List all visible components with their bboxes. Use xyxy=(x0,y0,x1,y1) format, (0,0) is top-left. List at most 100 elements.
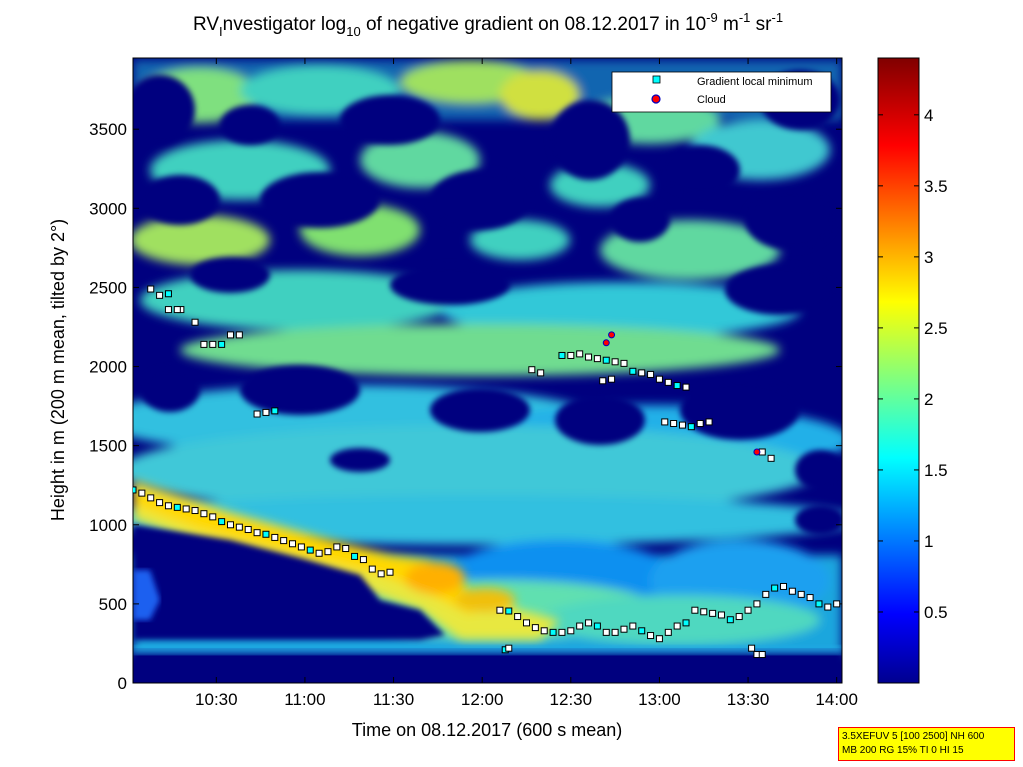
minimum-marker xyxy=(558,628,566,636)
minimum-marker xyxy=(655,375,663,383)
minimum-marker xyxy=(726,616,734,624)
minimum-marker xyxy=(147,494,155,502)
x-tick-label: 11:00 xyxy=(284,690,325,709)
minimum-marker xyxy=(696,420,704,428)
minimum-marker xyxy=(567,351,575,359)
minimum-marker xyxy=(306,546,314,554)
x-tick-label: 14:00 xyxy=(815,690,858,709)
minimum-marker xyxy=(780,582,788,590)
heatmap-field xyxy=(133,58,842,683)
y-tick-label: 3000 xyxy=(89,199,127,218)
minimum-marker xyxy=(762,590,770,598)
minimum-marker xyxy=(576,622,584,630)
legend-label-minimum: Gradient local minimum xyxy=(697,76,813,88)
minimum-marker xyxy=(558,351,566,359)
minimum-marker xyxy=(218,340,226,348)
minimum-marker xyxy=(682,383,690,391)
info-box: 3.5XEFUV 5 [100 2500] NH 600 MB 200 RG 1… xyxy=(838,727,1015,761)
minimum-marker xyxy=(611,358,619,366)
minimum-marker xyxy=(386,568,394,576)
minimum-marker xyxy=(709,609,717,617)
cloud-marker xyxy=(602,339,610,347)
minimum-marker xyxy=(638,369,646,377)
minimum-marker xyxy=(377,570,385,578)
minimum-marker xyxy=(133,486,137,494)
legend-marker-minimum xyxy=(652,75,661,84)
minimum-marker xyxy=(602,356,610,364)
minimum-marker xyxy=(664,628,672,636)
legend-marker-cloud xyxy=(651,94,661,104)
minimum-marker xyxy=(833,600,841,608)
legend-box xyxy=(611,71,832,113)
minimum-marker xyxy=(576,350,584,358)
info-line-1: 3.5XEFUV 5 [100 2500] NH 600 xyxy=(842,731,985,742)
minimum-marker xyxy=(599,377,607,385)
minimum-marker xyxy=(797,590,805,598)
minimum-marker xyxy=(682,619,690,627)
minimum-marker xyxy=(342,545,350,553)
minimum-marker xyxy=(164,290,172,298)
minimum-marker xyxy=(200,510,208,518)
minimum-marker xyxy=(156,291,164,299)
minimum-marker xyxy=(235,523,243,531)
minimum-marker xyxy=(368,565,376,573)
minimum-marker xyxy=(691,606,699,614)
minimum-marker xyxy=(191,318,199,326)
minimum-marker xyxy=(593,355,601,363)
minimum-marker xyxy=(218,518,226,526)
minimum-marker xyxy=(700,608,708,616)
minimum-marker xyxy=(735,613,743,621)
minimum-marker xyxy=(528,366,536,374)
colorbar-tick-label: 4 xyxy=(924,106,933,125)
minimum-marker xyxy=(602,628,610,636)
minimum-marker xyxy=(182,505,190,513)
y-tick-label: 500 xyxy=(99,595,127,614)
minimum-marker xyxy=(705,418,713,426)
minimum-marker xyxy=(297,543,305,551)
colorbar-tick-label: 2 xyxy=(924,390,933,409)
x-tick-label: 11:30 xyxy=(373,690,414,709)
minimum-marker xyxy=(164,306,172,314)
y-tick-label: 1500 xyxy=(89,437,127,456)
minimum-marker xyxy=(620,625,628,633)
minimum-marker xyxy=(758,651,766,659)
colorbar-ticks: 0.5 1 1.5 2 2.5 3 3.5 4 xyxy=(878,106,948,622)
y-tick-label: 3500 xyxy=(89,120,127,139)
minimum-marker xyxy=(351,552,359,560)
minimum-marker xyxy=(226,521,234,529)
minimum-marker xyxy=(717,611,725,619)
minimum-marker xyxy=(673,382,681,390)
x-tick-label: 13:30 xyxy=(727,690,770,709)
minimum-marker xyxy=(324,548,332,556)
minimum-marker xyxy=(522,619,530,627)
data-markers xyxy=(133,285,841,659)
colorbar-tick-label: 0.5 xyxy=(924,603,948,622)
cloud-marker xyxy=(753,448,761,456)
minimum-marker xyxy=(806,594,814,602)
legend-label-cloud: Cloud xyxy=(697,94,726,106)
minimum-marker xyxy=(585,619,593,627)
minimum-marker xyxy=(549,628,557,636)
minimum-marker xyxy=(664,378,672,386)
axis-ticks: 10:30 11:00 11:30 12:00 12:30 13:00 13:30 14:00… xyxy=(89,58,858,709)
minimum-marker xyxy=(540,627,548,635)
cloud-marker xyxy=(608,331,616,339)
minimum-marker xyxy=(824,603,832,611)
minimum-marker xyxy=(147,285,155,293)
x-tick-label: 13:00 xyxy=(638,690,681,709)
minimum-marker xyxy=(608,375,616,383)
minimum-marker xyxy=(661,418,669,426)
minimum-marker xyxy=(496,606,504,614)
legend: Gradient local minimum Cloud xyxy=(611,71,832,113)
minimum-marker xyxy=(753,600,761,608)
x-tick-label: 12:00 xyxy=(461,690,504,709)
y-axis-label: Height in m (200 m mean, tilted by 2°) xyxy=(48,219,68,521)
info-line-2: MB 200 RG 15% TI 0 HI 15 xyxy=(842,745,964,756)
minimum-marker xyxy=(531,624,539,632)
colorbar-tick-label: 1 xyxy=(924,532,933,551)
colorbar-tick-label: 1.5 xyxy=(924,461,948,480)
minimum-marker xyxy=(200,340,208,348)
minimum-marker xyxy=(748,644,756,652)
colorbar-tick-label: 3 xyxy=(924,248,933,267)
